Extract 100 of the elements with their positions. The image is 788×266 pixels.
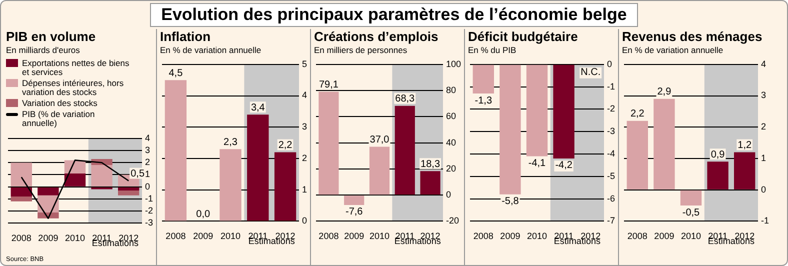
data-label: 2,2	[630, 108, 645, 120]
x-tick-label: 2009	[38, 233, 58, 244]
x-tick-label: 2009	[344, 231, 364, 242]
data-label: 79,1	[318, 79, 339, 90]
bar	[369, 146, 390, 195]
bar	[318, 92, 339, 195]
x-tick-label: 2010	[680, 231, 702, 242]
y-tick-label: -4	[607, 148, 616, 158]
chart-subtitle: En % de variation annuelle	[160, 45, 262, 56]
y-tick-label: 0	[446, 190, 451, 200]
data-label: -1,3	[474, 95, 492, 106]
bar	[118, 190, 140, 196]
data-label: 3,4	[250, 102, 266, 114]
y-tick-label: 0	[761, 184, 766, 194]
x-tick-label: 2010	[220, 231, 241, 242]
bar	[734, 152, 756, 190]
bar	[38, 187, 59, 196]
text: N.C.	[580, 67, 601, 78]
y-tick-label: 100	[446, 58, 462, 69]
chart-subtitle: En % de variation annuelle	[622, 45, 724, 56]
x-tick-label: 2008	[166, 231, 186, 242]
chart-subtitle: En milliards d'euros	[6, 45, 81, 56]
y-tick-label: -20	[446, 216, 459, 226]
data-label: 0,5	[130, 168, 145, 180]
data-label: -7,6	[345, 206, 364, 218]
y-tick-label: 2	[761, 122, 766, 132]
x-tick-label: 2009	[654, 231, 674, 242]
y-tick-label: -3	[607, 126, 616, 136]
y-tick-label: -1	[761, 216, 770, 226]
legend-label: PIB (% de variation annuelle)	[22, 109, 96, 128]
bar	[10, 196, 32, 202]
data-label: 18,3	[420, 158, 440, 170]
chart-title: Revenus des ménages	[622, 29, 764, 45]
bar	[164, 80, 187, 221]
y-tick-label: 3	[145, 145, 150, 155]
y-tick-label: 3	[761, 90, 766, 100]
data-label: 1,2	[738, 140, 752, 151]
bar	[118, 187, 140, 190]
x-tick-label: 2010	[526, 231, 548, 242]
x-tick-label: 2010	[64, 233, 86, 244]
data-label: 0,9	[710, 149, 726, 160]
y-tick-label: -2	[145, 206, 154, 216]
y-tick-label: -2	[607, 104, 616, 114]
chart-subtitle: En milliers de personnes	[314, 45, 408, 56]
y-tick-label: 1	[145, 169, 150, 180]
data-label: 37,0	[370, 134, 390, 146]
data-label: 0,0	[196, 208, 210, 220]
y-tick-label: -5	[607, 170, 616, 181]
chart-title: Inflation	[160, 29, 212, 45]
y-tick-label: -1	[607, 81, 616, 92]
bar	[10, 162, 32, 186]
y-tick-label: 40	[446, 137, 456, 148]
chart-subtitle: En % du PIB	[468, 45, 518, 56]
y-tick-label: 0	[607, 58, 612, 69]
x-tick-label: 2009	[500, 231, 520, 242]
bar	[707, 162, 728, 190]
data-label: -0,5	[682, 207, 700, 218]
text: Evolution des principaux paramètres de l’économie belge	[150, 3, 638, 27]
y-tick-label: 0	[302, 216, 308, 226]
y-tick-label: 0	[145, 181, 150, 192]
chart-title: Déficit budgétaire	[468, 29, 579, 45]
legend-label: Dépenses intérieures, hors variation des stocks	[22, 78, 125, 97]
x-tick-label: 2008	[318, 231, 339, 242]
bar	[654, 98, 675, 190]
y-tick-label: 1	[302, 184, 308, 194]
data-label: -4,2	[555, 160, 573, 172]
data-label: 4,5	[168, 68, 184, 79]
y-tick-label: 3	[302, 122, 308, 132]
data-label: 2,9	[657, 86, 672, 98]
bar	[394, 106, 415, 195]
y-tick-label: -3	[145, 218, 154, 228]
y-tick-label: -1	[145, 193, 154, 204]
chart-title: PIB en volume	[6, 29, 97, 45]
data-label: -5,8	[502, 196, 520, 208]
y-tick-label: 1	[761, 152, 766, 163]
y-tick-label: 4	[761, 58, 766, 69]
bar	[626, 120, 648, 190]
data-label: 2,2	[278, 140, 293, 151]
x-tick-label: 2008	[627, 231, 648, 242]
bar	[680, 190, 702, 206]
bar	[247, 114, 269, 221]
y-tick-label: 60	[446, 111, 456, 122]
data-label: 68,3	[395, 94, 416, 105]
bar	[220, 149, 242, 221]
y-tick-label: 80	[446, 85, 456, 96]
bar	[344, 196, 364, 205]
y-tick-label: -6	[607, 193, 616, 204]
y-tick-label: 2	[302, 152, 308, 163]
legend-label: Exportations nettes de biens et services	[22, 58, 130, 77]
x-tick-label: 2009	[193, 231, 214, 242]
bar	[10, 187, 32, 197]
data-label: 2,3	[224, 136, 238, 148]
bar	[420, 171, 440, 195]
bar	[91, 165, 112, 186]
bar	[274, 152, 296, 221]
y-tick-label: 20	[446, 163, 456, 174]
legend-label: Variation des stocks	[22, 98, 98, 108]
y-tick-label: 2	[145, 157, 150, 168]
chart-title: Créations d’emplois	[314, 29, 440, 45]
y-tick-label: 4	[302, 90, 308, 100]
